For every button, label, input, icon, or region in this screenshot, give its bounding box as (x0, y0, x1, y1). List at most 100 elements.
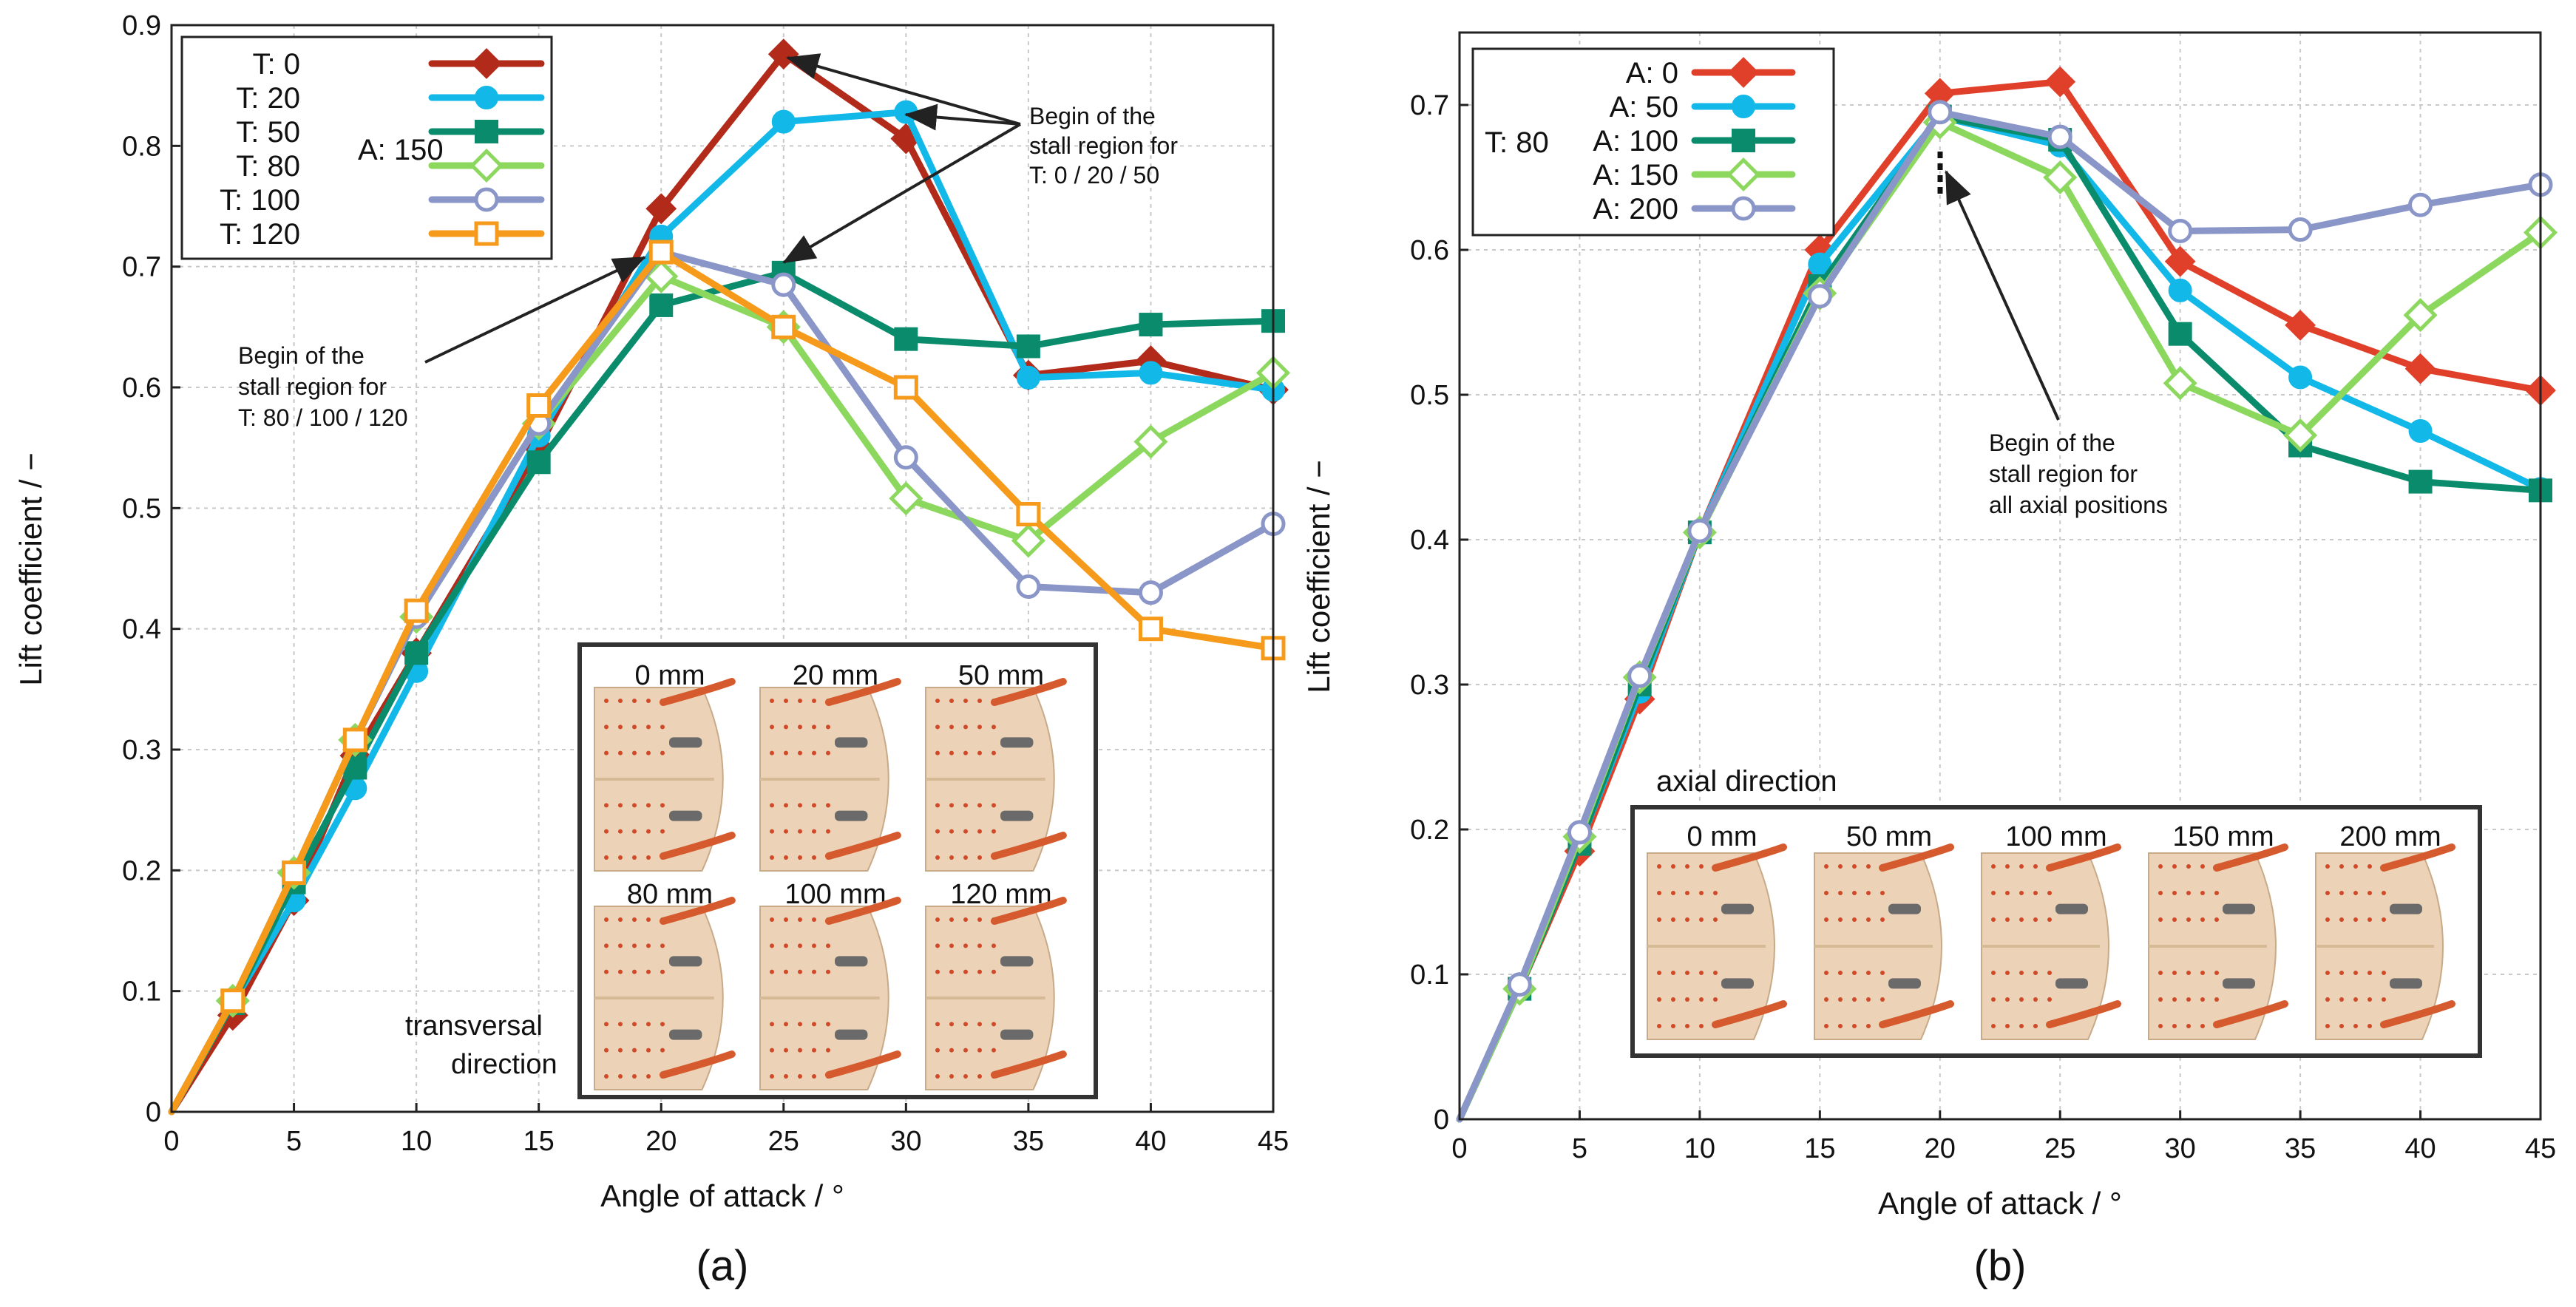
inset-pressure-dot (798, 943, 802, 948)
inset-pressure-dot (784, 917, 788, 922)
inset-pressure-dot (2200, 917, 2205, 922)
x-tick-label: 20 (645, 1126, 677, 1157)
inset-pressure-dot (812, 917, 816, 922)
inset-pressure-dot (1824, 1024, 1828, 1028)
inset-wing-shape (1712, 1000, 1787, 1028)
legend-label: T: 100 (220, 184, 300, 217)
inset-pressure-dot (963, 969, 968, 974)
inset-pressure-dot (1699, 997, 1704, 1002)
inset-pressure-dot (798, 917, 802, 922)
data-point (2288, 365, 2313, 390)
inset-wing-shape (659, 832, 736, 860)
inset-pressure-dot (2186, 971, 2191, 975)
inset-pressure-dot (618, 724, 623, 730)
inset-pressure-dot (1824, 917, 1828, 922)
inset-pressure-dot (2172, 997, 2177, 1002)
inset-pressure-dot (949, 699, 954, 703)
chart-b-series-4 (1456, 100, 2553, 1123)
data-point (2168, 278, 2192, 302)
inset-pressure-dot (2353, 997, 2358, 1002)
legend-label: T: 120 (220, 218, 300, 251)
data-point (771, 109, 796, 134)
inset-pressure-dot (963, 943, 968, 948)
inset-pressure-dot (1824, 891, 1828, 895)
inset-pressure-dot (604, 724, 609, 730)
inset-pressure-dot (1838, 864, 1843, 869)
inset-pressure-dot (992, 829, 996, 834)
chart-b-plot-frame (1458, 31, 2542, 1121)
inset-pressure-dot (798, 803, 802, 808)
inset-pressure-dot (1699, 971, 1704, 975)
annotation-line: Begin of the (1989, 430, 2115, 456)
inset-pressure-dot (646, 855, 651, 860)
inset-pressure-dot (963, 724, 968, 730)
inset-pressure-dot (646, 724, 651, 730)
data-point (1139, 361, 1163, 385)
data-point (2408, 192, 2433, 217)
y-tick-label: 0.3 (1410, 670, 1449, 701)
inset-pressure-dot (604, 1048, 609, 1053)
inset-wing-shape (2046, 843, 2121, 872)
x-tick-label: 45 (1258, 1126, 1289, 1157)
inset-pressure-dot (618, 1022, 623, 1027)
inset-pressure-dot (660, 943, 665, 948)
inset-pressure-dot (604, 969, 609, 974)
inset-pressure-dot (770, 969, 774, 974)
data-point (342, 727, 367, 753)
data-point (771, 314, 796, 339)
data-point (2168, 219, 2193, 244)
inset-pressure-dot (770, 1022, 774, 1027)
inset-pressure-dot (1852, 891, 1857, 895)
inset-pressure-dot (1852, 997, 1857, 1002)
inset-pressure-dot (784, 969, 788, 974)
inset-pressure-dot (660, 1048, 665, 1053)
inset-pressure-dot (1866, 864, 1871, 869)
inset-pressure-dot (2158, 1024, 2163, 1028)
chart-b-inset: axial direction 0 mm 50 mm 100 mm 150 mm 200… (1630, 765, 2482, 1058)
inset-pressure-dot (2047, 997, 2052, 1002)
inset-pressure-dot (798, 699, 802, 703)
data-point (1016, 574, 1041, 599)
data-point (2285, 310, 2316, 341)
inset-pressure-dot (949, 1048, 954, 1053)
inset-pressure-dot (1991, 917, 1996, 922)
y-tick-label: 0.1 (122, 977, 161, 1008)
inset-pressure-dot (798, 724, 802, 730)
inset-pressure-dot (1671, 971, 1675, 975)
legend-item: A: 100 (1593, 125, 1796, 157)
inset-engine-shape (2390, 903, 2422, 914)
inset-pressure-dot (1685, 971, 1689, 975)
legend-label: T: 20 (236, 82, 300, 115)
legend-item: A: 50 (1610, 91, 1796, 123)
inset-pressure-dot (784, 855, 788, 860)
inset-pressure-dot (935, 917, 940, 922)
data-point (1138, 617, 1163, 642)
inset-engine-shape (835, 956, 868, 967)
inset-pressure-dot (618, 855, 623, 860)
inset-pressure-dot (1671, 1024, 1675, 1028)
inset-wing-shape (990, 897, 1067, 925)
inset-pressure-dot (977, 943, 982, 948)
inset-pressure-dot (2367, 1024, 2372, 1028)
annotation-line: Begin of the (1029, 103, 1156, 129)
legend-item: T: 0 (253, 48, 545, 81)
inset-engine-shape (835, 810, 868, 821)
inset-pressure-dot (1657, 997, 1661, 1002)
inset-wing-shape (659, 897, 736, 925)
y-tick-label: 0.5 (122, 493, 161, 524)
data-point (526, 450, 551, 475)
inset-tile: 100 mm (1981, 821, 2121, 1040)
inset-pressure-dot (1880, 997, 1885, 1002)
x-tick-label: 5 (286, 1126, 302, 1157)
inset-pressure-dot (1991, 891, 1996, 895)
inset-pressure-dot (1685, 1024, 1689, 1028)
inset-wing-shape (1712, 843, 1787, 872)
inset-pressure-dot (784, 699, 788, 703)
inset-pressure-dot (812, 1074, 816, 1079)
inset-pressure-dot (2214, 917, 2219, 922)
x-tick-label: 35 (1013, 1126, 1044, 1157)
inset-pressure-dot (632, 1048, 637, 1053)
inset-pressure-dot (2047, 971, 2052, 975)
inset-pressure-dot (1852, 1024, 1857, 1028)
